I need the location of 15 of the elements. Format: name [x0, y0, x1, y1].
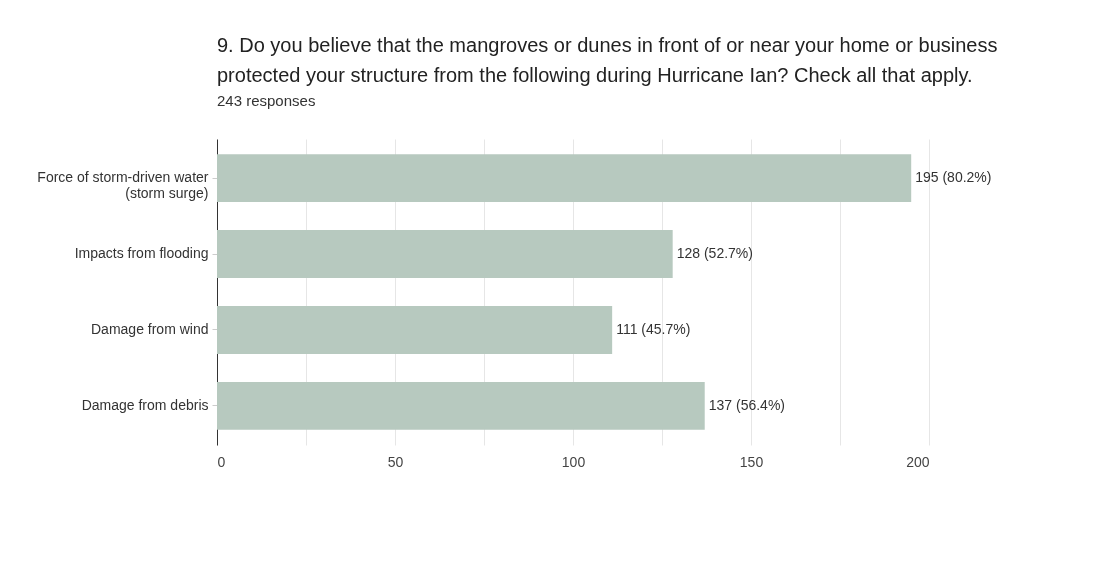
y-tick-label: Force of storm-driven water (storm surge)	[37, 169, 209, 202]
data-label: 128 (52.7%)	[676, 245, 753, 262]
chart-title: 9. Do you believe that the mangroves or dunes in front of or near your home or business protected your structure from the following during Hurricane Ian? Check all that apply.	[217, 34, 998, 86]
x-tick-label: 200	[906, 453, 930, 470]
y-tick-label: Damage from debris	[81, 396, 209, 413]
data-label: 137 (56.4%)	[708, 396, 785, 413]
x-tick-label: 0	[217, 453, 226, 470]
y-tick-label: Impacts from flooding	[74, 245, 209, 262]
x-tick-label: 50	[387, 453, 404, 470]
chart-subtitle: 243 responses	[217, 92, 316, 109]
data-label: 111 (45.7%)	[616, 320, 691, 337]
y-tick-label: Damage from wind	[91, 320, 209, 337]
x-tick-label: 150	[739, 453, 764, 470]
data-label: 195 (80.2%)	[915, 169, 992, 186]
x-tick-label: 100	[561, 453, 586, 470]
